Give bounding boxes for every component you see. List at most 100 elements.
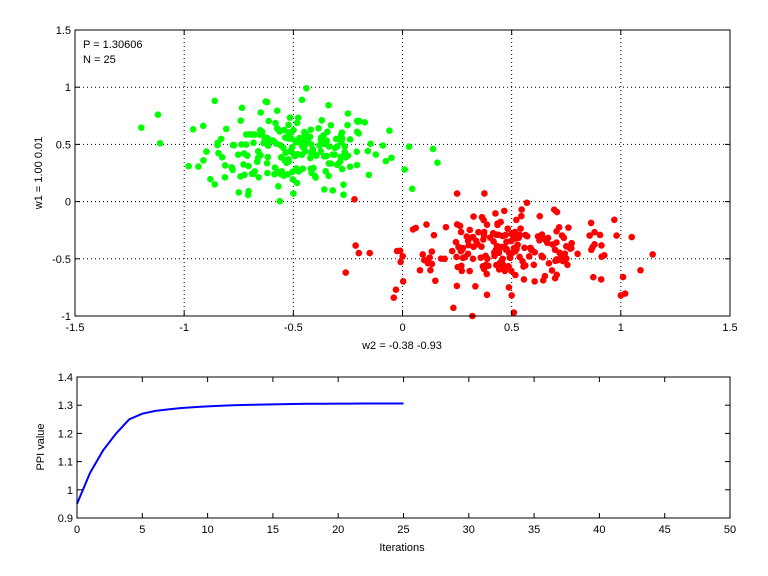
scatter-point — [499, 255, 506, 263]
scatter-point — [307, 126, 315, 133]
scatter-point — [263, 159, 271, 167]
scatter-point — [419, 251, 427, 258]
scatter-point — [288, 143, 296, 151]
scatter-point — [240, 161, 247, 168]
scatter-point — [457, 246, 464, 253]
scatter-point — [495, 249, 503, 257]
scatter-point — [246, 131, 253, 138]
scatter-point — [562, 243, 570, 250]
line-x-label: Iterations — [379, 542, 425, 554]
scatter-point — [321, 186, 328, 193]
scatter-point — [325, 160, 333, 167]
scatter-point — [344, 121, 351, 129]
scatter-point — [555, 224, 563, 231]
scatter-x-label: w2 = -0.38 -0.93 — [361, 340, 442, 352]
scatter-point — [264, 169, 271, 177]
scatter-point — [472, 282, 479, 290]
x-tick-label: 30 — [463, 524, 475, 536]
scatter-point — [337, 153, 345, 161]
scatter-point — [453, 190, 461, 197]
scatter-point — [483, 270, 491, 278]
scatter-point — [282, 149, 289, 156]
scatter-point — [199, 122, 207, 130]
scatter-point — [303, 85, 310, 92]
scatter-point — [287, 129, 294, 137]
scatter-point — [557, 252, 565, 260]
scatter-point — [272, 119, 279, 127]
scatter-point — [294, 114, 302, 122]
scatter-point — [509, 233, 517, 240]
scatter-point — [399, 252, 407, 260]
scatter-point — [559, 257, 567, 265]
scatter-point — [536, 212, 544, 220]
x-tick-label: -1.5 — [66, 322, 85, 334]
scatter-point — [353, 128, 361, 136]
scatter-point — [549, 241, 556, 248]
scatter-point — [241, 171, 248, 179]
x-tick-label: 0.5 — [504, 322, 519, 334]
y-tick-label: 1.1 — [58, 457, 73, 469]
scatter-point — [285, 121, 292, 129]
scatter-point — [523, 199, 531, 207]
scatter-point — [428, 248, 436, 255]
scatter-point — [613, 232, 620, 239]
scatter-point — [548, 267, 556, 274]
scatter-point — [478, 213, 486, 221]
scatter-point — [553, 208, 561, 216]
scatter-point — [293, 119, 301, 127]
scatter-point — [352, 242, 359, 249]
scatter-point — [430, 231, 438, 239]
scatter-point — [420, 256, 428, 264]
x-tick-label: -0.5 — [284, 322, 303, 334]
scatter-point — [452, 238, 460, 246]
scatter-point — [244, 191, 252, 199]
x-tick-label: 50 — [724, 524, 736, 536]
scatter-point — [337, 138, 345, 146]
scatter-point — [238, 141, 245, 148]
y-tick-label: 1 — [65, 82, 71, 94]
scatter-point — [539, 277, 547, 284]
scatter-point — [382, 157, 390, 165]
x-tick-label: 40 — [593, 524, 605, 536]
scatter-point — [591, 228, 598, 236]
scatter-point — [263, 98, 271, 106]
scatter-point — [466, 226, 474, 234]
scatter-point — [586, 232, 593, 239]
scatter-point — [649, 251, 657, 258]
scatter-point — [574, 250, 581, 258]
scatter-point — [501, 244, 509, 252]
scatter-point — [230, 141, 238, 149]
scatter-point — [296, 134, 303, 142]
scatter-point — [154, 111, 162, 118]
scatter-point — [293, 179, 301, 187]
scatter-point — [203, 148, 210, 155]
scatter-point — [340, 191, 347, 199]
scatter-point — [469, 255, 477, 263]
line-ticks: 0 5 10 15 20 25 30 35 40 45 50 0.9 1 1.1 1.2 1.3 1.4 — [58, 372, 736, 536]
scatter-point — [516, 253, 523, 261]
scatter-point — [235, 189, 243, 196]
y-tick-label: 0.5 — [56, 139, 71, 151]
scatter-point — [351, 196, 358, 203]
scatter-point — [480, 265, 488, 273]
scatter-point — [564, 261, 571, 269]
scatter-point — [397, 258, 404, 266]
y-tick-label: 1.2 — [58, 428, 73, 440]
scatter-point — [250, 139, 257, 147]
scatter-point — [189, 126, 197, 133]
scatter-point — [568, 244, 575, 252]
scatter-point — [313, 152, 320, 159]
scatter-point — [393, 247, 401, 255]
scatter-point — [617, 292, 625, 299]
scatter-point — [492, 210, 499, 217]
scatter-point — [364, 147, 372, 155]
scatter-point — [508, 292, 515, 299]
y-tick-label: 0.9 — [58, 513, 73, 525]
scatter-point — [346, 163, 354, 171]
scatter-point — [325, 101, 332, 109]
y-tick-label: 1.5 — [56, 25, 71, 37]
scatter-point — [221, 162, 229, 169]
annotation-n: N = 25 — [83, 54, 116, 66]
scatter-point — [138, 124, 145, 131]
scatter-point — [518, 206, 525, 213]
